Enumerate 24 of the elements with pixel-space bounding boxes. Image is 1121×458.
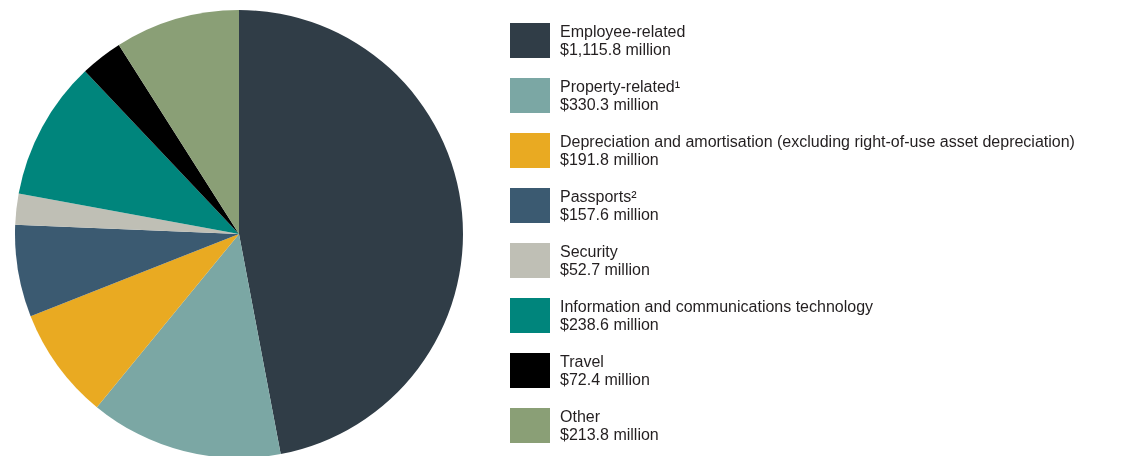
legend-label: Travel (560, 353, 605, 371)
legend-label: Information and communications technology (560, 298, 874, 316)
pie-slice (15, 193, 239, 234)
data-label: $238.6 million (560, 316, 660, 334)
data-label: $213.8 million (560, 426, 659, 444)
pie-slice (96, 234, 281, 456)
data-label: $52.7 million (560, 261, 650, 279)
legend-label: Other (560, 408, 601, 426)
pie-slice (30, 234, 239, 408)
data-label: $191.8 million (560, 151, 660, 169)
pie-slice (85, 44, 239, 234)
data-label: $157.6 million (560, 206, 659, 224)
pie-slice (18, 71, 239, 234)
data-label: $1,115.8 million (560, 41, 672, 59)
legend-label: Depreciation and amortisation (excluding right-of-use asset depreciation) (560, 133, 1075, 151)
data-label: $72.4 million (560, 371, 650, 389)
legend-label: Employee-related (560, 23, 686, 41)
legend-label: Security (560, 243, 619, 261)
pie-slice (239, 10, 463, 455)
data-label: $330.3 million (560, 96, 660, 114)
pie-slice (118, 10, 239, 234)
pie-slice (15, 224, 239, 317)
legend-label: Passports² (560, 188, 638, 206)
legend-label: Property-related¹ (560, 78, 681, 96)
